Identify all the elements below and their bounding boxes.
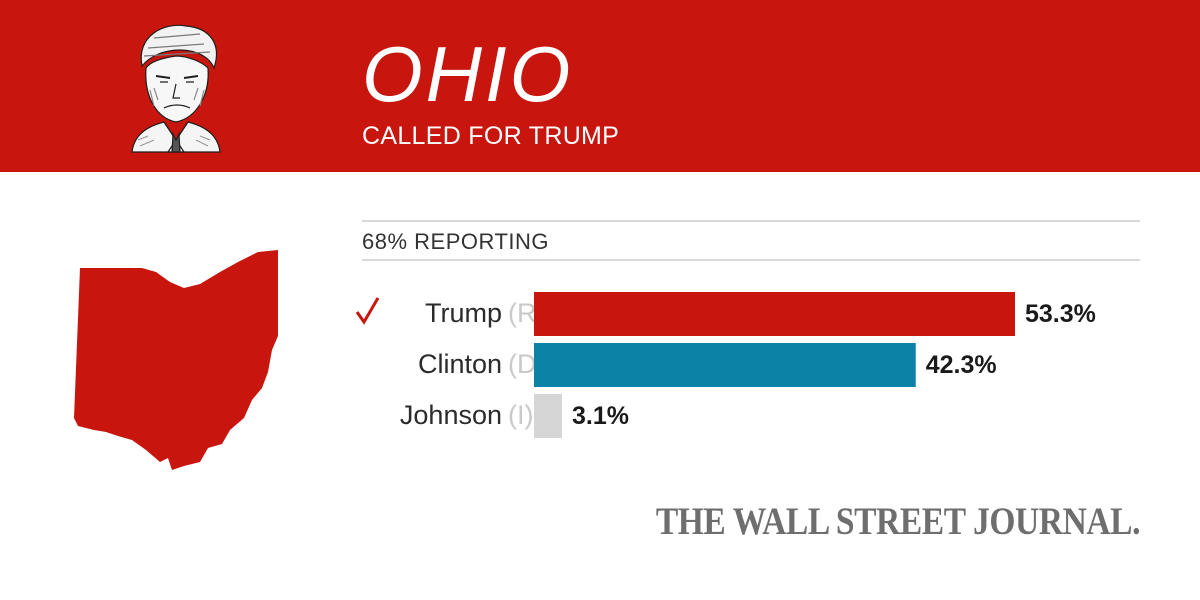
ohio-shape <box>74 250 278 470</box>
reporting-divider-bottom <box>362 259 1140 261</box>
wsj-logo: THE WALL STREET JOURNAL. <box>655 500 1141 543</box>
candidate-label-johnson: Johnson <box>400 400 502 430</box>
candidate-label-trump: Trump <box>425 298 502 328</box>
bar-clinton <box>534 343 916 387</box>
reporting-label: 68% REPORTING <box>362 229 550 254</box>
value-label-clinton: 42.3% <box>926 351 997 379</box>
header-banner: OHIO CALLED FOR TRUMP <box>0 0 1200 172</box>
candidate-label-clinton: Clinton <box>418 349 502 379</box>
results-bar-chart: Trump (R) 53.3%Clinton (D) 42.3%Johnson (I) 3.… <box>355 292 1096 438</box>
state-title: OHIO <box>362 30 574 118</box>
candidate-portrait-icon <box>131 24 221 153</box>
reporting-divider-top <box>362 220 1140 222</box>
bar-johnson <box>534 394 562 438</box>
bar-trump <box>534 292 1015 336</box>
party-label-johnson: (I) <box>508 400 533 430</box>
value-label-trump: 53.3% <box>1025 300 1096 328</box>
winner-checkmark-icon <box>355 297 380 325</box>
call-status: CALLED FOR TRUMP <box>362 122 620 150</box>
ohio-map-icon <box>74 250 278 470</box>
value-label-johnson: 3.1% <box>572 402 629 430</box>
